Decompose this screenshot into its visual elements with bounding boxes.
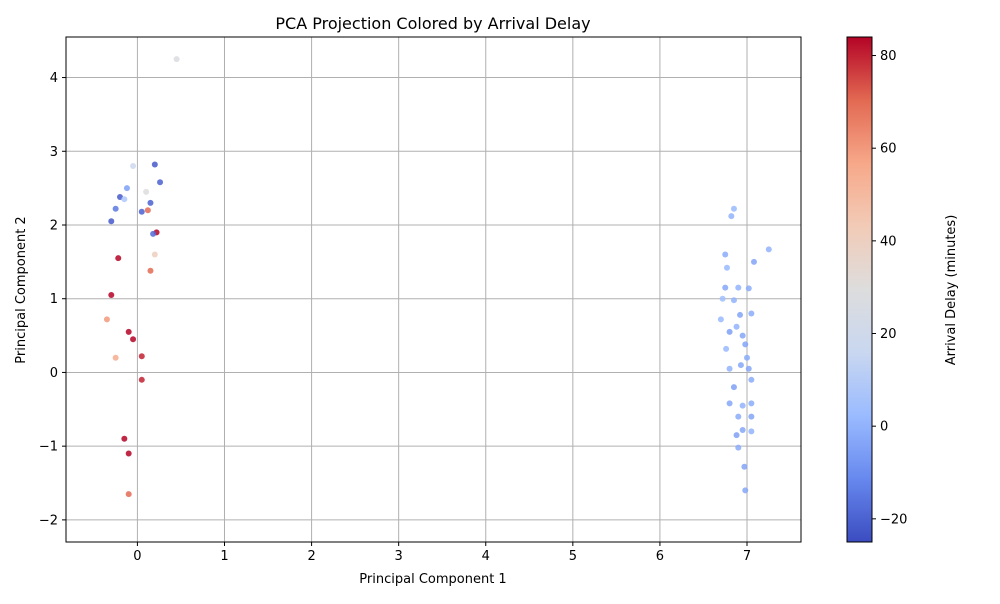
scatter-point (147, 199, 154, 206)
x-tick-label: 1 (220, 549, 228, 564)
scatter-point (735, 413, 742, 420)
y-tick-label: 4 (50, 71, 58, 86)
scatter-point (745, 285, 752, 292)
scatter-point (138, 353, 145, 360)
x-axis-ticks: 0 1 2 3 4 5 6 7 (133, 542, 751, 564)
scatter-point (717, 316, 724, 323)
colorbar-tick-label: 20 (880, 327, 897, 342)
y-tick-label: 0 (50, 366, 58, 381)
scatter-point (125, 328, 132, 335)
data-points (103, 56, 772, 498)
colorbar-tick-label: 40 (880, 234, 897, 249)
scatter-point (147, 267, 154, 274)
scatter-point (748, 400, 755, 407)
scatter-point (138, 208, 145, 215)
scatter-point (737, 362, 744, 369)
scatter-point (744, 354, 751, 361)
scatter-point (112, 205, 119, 212)
scatter-point (115, 255, 122, 262)
scatter-point (730, 297, 737, 304)
scatter-point (726, 328, 733, 335)
scatter-point (151, 161, 158, 168)
scatter-point (138, 376, 145, 383)
y-tick-label: −2 (39, 513, 58, 528)
scatter-point (750, 258, 757, 265)
scatter-point (722, 284, 729, 291)
scatter-point (123, 185, 130, 192)
scatter-point (125, 491, 132, 498)
scatter-point (150, 230, 157, 237)
scatter-point (723, 264, 730, 271)
scatter-point (108, 292, 115, 299)
scatter-point (733, 323, 740, 330)
colorbar-tick-label: 60 (880, 142, 897, 157)
scatter-point (745, 365, 752, 372)
scatter-point (742, 341, 749, 348)
scatter-point (741, 463, 748, 470)
scatter-point (735, 284, 742, 291)
scatter-point (130, 163, 137, 170)
scatter-point (151, 251, 158, 258)
scatter-point (719, 295, 726, 302)
grid-lines (66, 37, 801, 542)
x-tick-label: 6 (656, 549, 664, 564)
scatter-point (748, 310, 755, 317)
scatter-point (737, 311, 744, 318)
scatter-point (748, 376, 755, 383)
scatter-point (765, 246, 772, 253)
scatter-point (733, 432, 740, 439)
chart-title: PCA Projection Colored by Arrival Delay (275, 14, 590, 33)
colorbar-tick-label: 0 (880, 420, 888, 435)
scatter-point (121, 196, 128, 203)
scatter-point (748, 413, 755, 420)
scatter-point (173, 56, 180, 63)
scatter-point (735, 444, 742, 451)
scatter-point (748, 428, 755, 435)
y-axis-ticks: −2 −1 0 1 2 3 4 (39, 71, 66, 528)
y-tick-label: 1 (50, 292, 58, 307)
y-tick-label: −1 (39, 440, 58, 455)
x-axis-label: Principal Component 1 (359, 572, 506, 587)
x-tick-label: 7 (743, 549, 751, 564)
y-tick-label: 3 (50, 145, 58, 160)
scatter-point (730, 384, 737, 391)
scatter-point (728, 213, 735, 220)
x-tick-label: 0 (133, 549, 141, 564)
scatter-point (144, 207, 151, 214)
scatter-point (103, 316, 110, 323)
colorbar-label: Arrival Delay (minutes) (944, 215, 959, 366)
y-tick-label: 2 (50, 218, 58, 233)
colorbar-ticks: −20 0 20 40 60 80 (872, 49, 907, 527)
colorbar-tick-label: −20 (880, 512, 907, 527)
colorbar-tick-label: 80 (880, 49, 897, 64)
y-axis-label: Principal Component 2 (14, 216, 29, 363)
scatter-point (108, 218, 115, 225)
scatter-point (722, 251, 729, 258)
scatter-point (739, 402, 746, 409)
scatter-point (726, 365, 733, 372)
scatter-point (157, 179, 164, 186)
scatter-point (121, 435, 128, 442)
plot-frame (65, 36, 802, 543)
scatter-point (125, 450, 132, 457)
colorbar (846, 36, 873, 543)
x-tick-label: 3 (395, 549, 403, 564)
scatter-point (739, 426, 746, 433)
scatter-point (723, 345, 730, 352)
scatter-point (726, 400, 733, 407)
scatter-point (143, 188, 150, 195)
scatter-point (739, 332, 746, 339)
x-tick-label: 4 (482, 549, 490, 564)
scatter-point (730, 205, 737, 212)
scatter-point (130, 336, 137, 343)
x-tick-label: 2 (307, 549, 315, 564)
x-tick-label: 5 (569, 549, 577, 564)
scatter-point (112, 354, 119, 361)
scatter-point (742, 487, 749, 494)
